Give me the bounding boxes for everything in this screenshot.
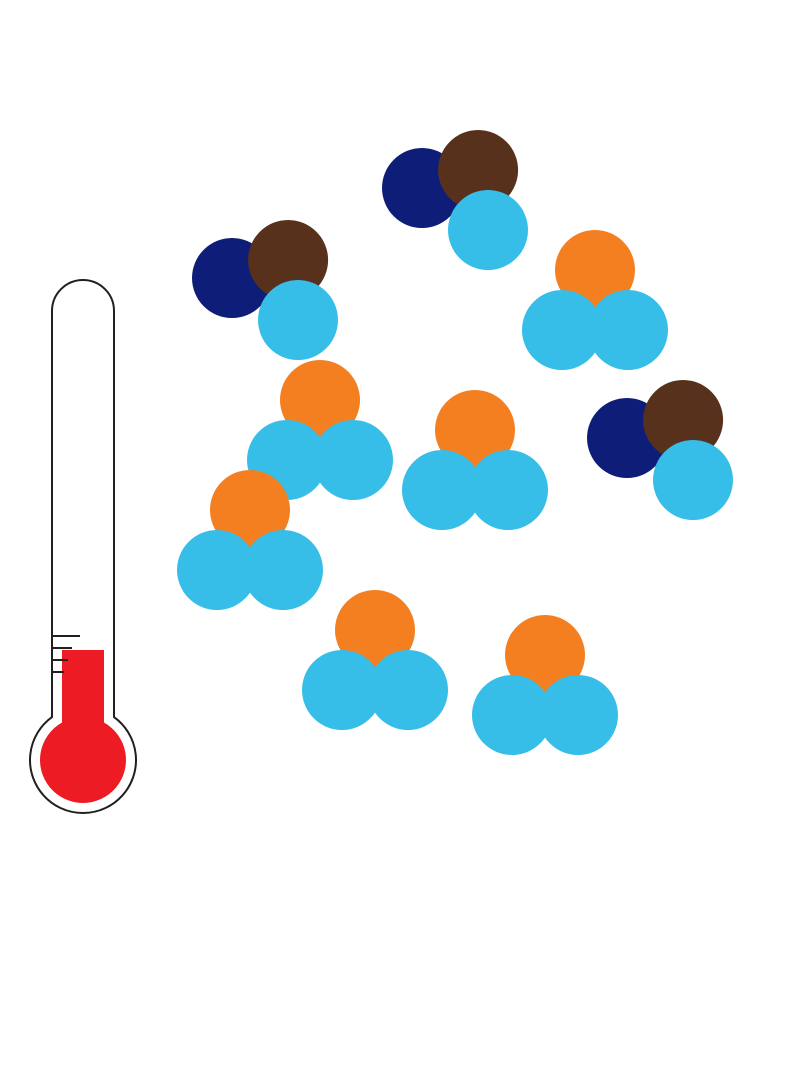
molecule-cluster — [472, 615, 618, 755]
atom-bottom-right — [588, 290, 668, 370]
molecule-cluster — [522, 230, 668, 370]
molecule-cluster — [402, 390, 548, 530]
molecule-cluster — [302, 590, 448, 730]
atom-bottom — [258, 280, 338, 360]
atom-bottom-right — [368, 650, 448, 730]
atom-bottom-right — [538, 675, 618, 755]
atom-bottom-right — [313, 420, 393, 500]
atom-bottom — [653, 440, 733, 520]
atom-bottom-right — [468, 450, 548, 530]
atom-bottom — [448, 190, 528, 270]
thermometer-icon — [30, 280, 136, 813]
atom-bottom-right — [243, 530, 323, 610]
diagram-canvas — [0, 0, 801, 1066]
molecule-cluster — [382, 130, 528, 270]
molecule-cluster — [192, 220, 338, 360]
molecule-cluster — [587, 380, 733, 520]
